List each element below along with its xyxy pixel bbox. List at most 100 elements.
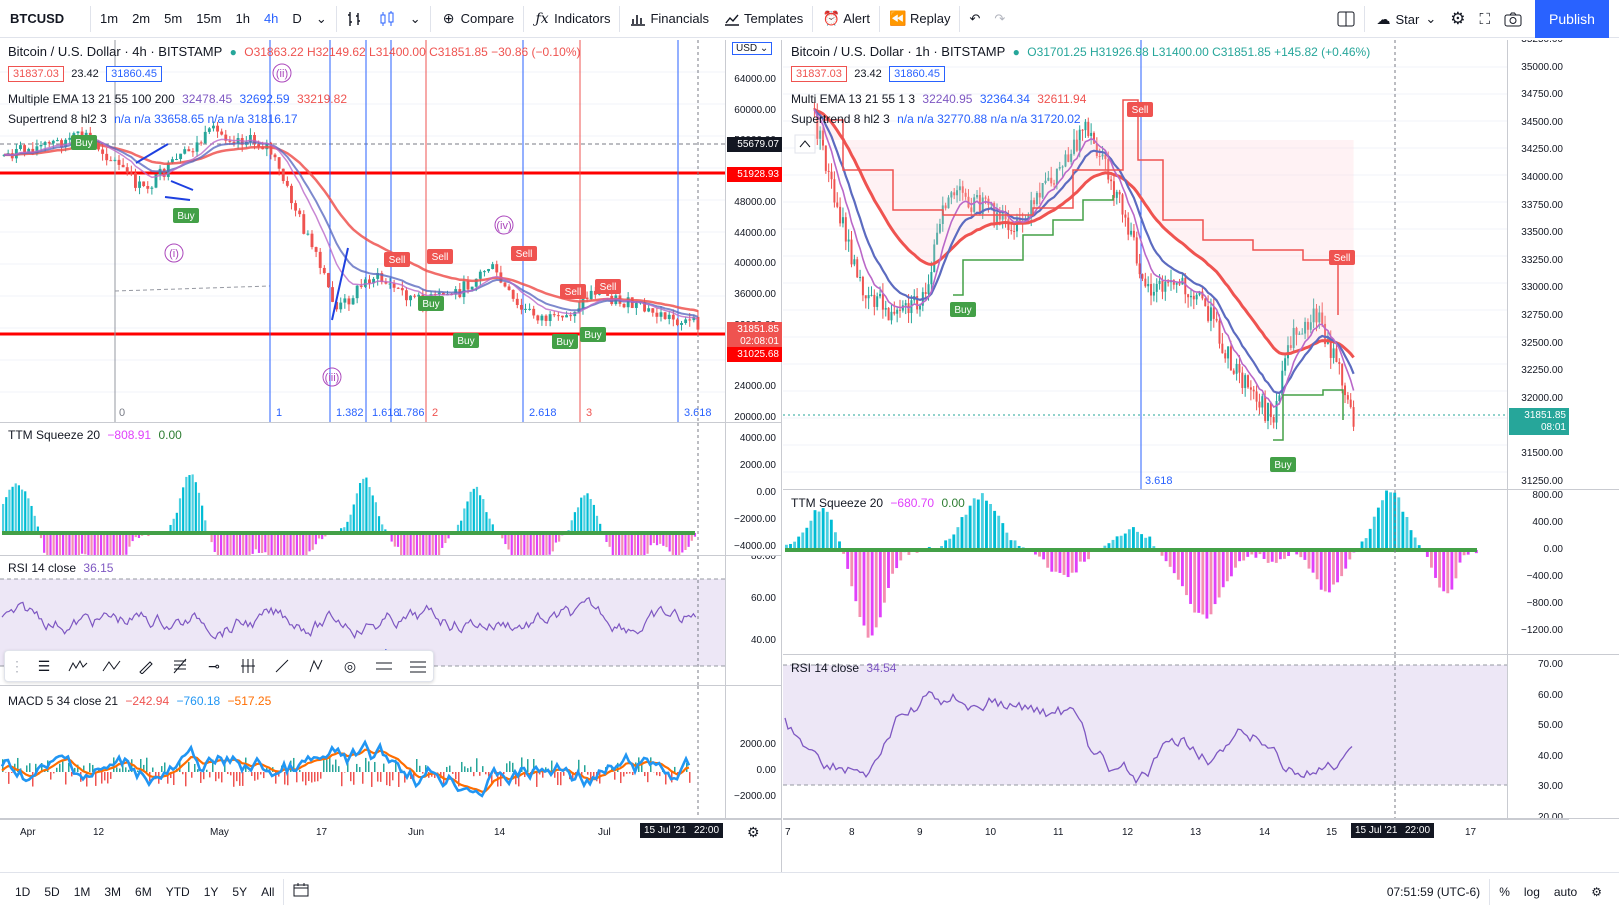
chart-type-dropdown-icon[interactable]: ⌄ xyxy=(409,10,421,26)
compare-button[interactable]: ⊕ Compare xyxy=(433,0,521,38)
supertrend-legend[interactable]: Supertrend 8 hl2 3 n/a n/a 32770.88 n/a … xyxy=(791,112,1085,126)
layout-split-icon[interactable] xyxy=(1330,0,1362,38)
ttm-bar xyxy=(425,533,428,555)
interval-2m[interactable]: 2m xyxy=(132,11,151,26)
right-rsi-axis[interactable]: 70.00 60.00 50.00 40.00 30.00 20.00 xyxy=(1507,655,1569,818)
interval-15m[interactable]: 15m xyxy=(196,11,222,26)
left-chart-4h[interactable]: 0 1 1.382 1.618 1.786 2 2.618 3 3.618 (i) (ii) (iii… xyxy=(0,40,782,872)
range-1Y[interactable]: 1Y xyxy=(203,884,219,899)
trend-line-icon[interactable] xyxy=(271,655,293,677)
range-1M[interactable]: 1M xyxy=(73,884,91,899)
ask-price[interactable]: 31860.45 xyxy=(889,66,945,82)
text-lines-icon[interactable]: ☰ xyxy=(37,657,51,674)
rsi-legend[interactable]: RSI 14 close 36.15 xyxy=(8,561,117,575)
rsi-legend[interactable]: RSI 14 close 34.54 xyxy=(791,661,900,675)
layout-save-button[interactable]: ☁ Star ⌄ xyxy=(1367,0,1443,38)
settings-gear-icon[interactable]: ⚙ xyxy=(1450,9,1466,28)
supertrend-legend[interactable]: Supertrend 8 hl2 3 n/a n/a 33658.65 n/a … xyxy=(8,112,302,126)
macd-hist-bar xyxy=(455,772,457,780)
left-macd-plot[interactable] xyxy=(0,686,725,819)
ttm-bar xyxy=(115,533,118,555)
macd-legend[interactable]: MACD 5 34 close 21 −242.94 −760.18 −517.… xyxy=(8,694,275,708)
range-1D[interactable]: 1D xyxy=(15,884,31,899)
right-ttm-plot[interactable] xyxy=(783,490,1507,655)
fib-spiral-icon[interactable]: ◎ xyxy=(343,657,357,674)
alert-button[interactable]: ⏰ Alert xyxy=(815,0,877,38)
left-time-axis[interactable]: Apr 12 May 17 Jun 14 Jul 15 Jul '21 22:00 ⚙ xyxy=(0,819,782,845)
financials-button[interactable]: Financials xyxy=(622,0,716,38)
range-All[interactable]: All xyxy=(261,884,275,899)
left-ttm-pane[interactable]: 4000.00 2000.00 0.00 −2000.00 −4000.00 TTM S… xyxy=(0,423,782,556)
bar-style-icon[interactable] xyxy=(339,0,371,38)
templates-button[interactable]: Templates xyxy=(716,0,810,38)
left-price-pane[interactable]: 0 1 1.382 1.618 1.786 2 2.618 3 3.618 (i) (ii) (iii… xyxy=(0,40,782,423)
go-to-date-icon[interactable] xyxy=(286,883,316,900)
left-price-axis[interactable]: 64000.0060000.0056000.0052000.0048000.00… xyxy=(725,40,782,422)
percent-toggle[interactable]: % xyxy=(1499,885,1510,899)
undo-icon[interactable]: ↶ xyxy=(969,10,981,26)
candle-style-icon[interactable] xyxy=(371,0,403,38)
publish-button[interactable]: Publish xyxy=(1535,0,1609,38)
interval-1m[interactable]: 1m xyxy=(100,11,119,26)
symbol-search[interactable]: BTCUSD xyxy=(10,11,65,26)
interval-D[interactable]: D xyxy=(292,11,302,26)
right-time-axis[interactable]: 7 8 9 10 11 12 13 14 15 17 15 Jul '21 22:00 xyxy=(783,819,1569,845)
left-ttm-axis[interactable]: 4000.00 2000.00 0.00 −2000.00 −4000.00 xyxy=(725,423,782,555)
indicators-button[interactable]: ƒx Indicators xyxy=(526,0,617,38)
interval-1h[interactable]: 1h xyxy=(235,11,250,26)
horizontal-ray-icon[interactable]: ⊸ xyxy=(208,657,220,674)
right-chart-1h[interactable]: 3.618 Buy Buy Sell Sell 35250.00 35000.00 3475… xyxy=(783,40,1619,872)
log-toggle[interactable]: log xyxy=(1523,885,1540,899)
clock[interactable]: 07:51:59 (UTC-6) xyxy=(1386,885,1481,899)
macd-hist-bar xyxy=(599,772,601,784)
parallel-channel-icon[interactable] xyxy=(373,655,395,677)
left-macd-axis[interactable]: 2000.000.00−2000.00−4000.00−6000.00 xyxy=(725,686,782,818)
left-rsi-axis[interactable]: 80.00 60.00 40.00 xyxy=(725,556,782,685)
right-ttm-pane[interactable]: 800.00 400.00 0.00 −400.00 −800.00 −1200.00 T… xyxy=(783,490,1619,655)
bid-price[interactable]: 31837.03 xyxy=(791,66,847,82)
interval-dropdown-icon[interactable]: ⌄ xyxy=(315,10,327,26)
ttm-bar xyxy=(1319,550,1323,590)
ttm-bar xyxy=(33,515,36,533)
ttm-legend[interactable]: TTM Squeeze 20 −680.70 0.00 xyxy=(791,496,969,510)
chart-properties-icon[interactable]: ⚙ xyxy=(1591,885,1602,899)
range-3M[interactable]: 3M xyxy=(104,884,122,899)
right-price-axis[interactable]: 35250.00 35000.00 34750.00 34500.00 34250.00… xyxy=(1507,40,1569,489)
pattern-icon[interactable] xyxy=(305,655,327,677)
signal-text: Buy xyxy=(422,299,439,310)
ema-legend[interactable]: Multiple EMA 13 21 55 100 200 32478.45 3… xyxy=(8,92,351,106)
ema-legend[interactable]: Multi EMA 13 21 55 1 3 32240.95 32364.34… xyxy=(791,92,1090,106)
currency-selector[interactable]: USD ⌄ xyxy=(732,42,773,55)
camera-icon[interactable] xyxy=(1497,0,1529,38)
right-price-pane[interactable]: 3.618 Buy Buy Sell Sell 35250.00 35000.00 3475… xyxy=(783,40,1619,490)
fullscreen-icon[interactable]: ⛶ xyxy=(1479,10,1490,28)
redo-icon[interactable]: ↷ xyxy=(994,10,1006,26)
left-ttm-plot[interactable] xyxy=(0,423,725,556)
right-ttm-axis[interactable]: 800.00 400.00 0.00 −400.00 −800.00 −1200.00 xyxy=(1507,490,1569,654)
left-macd-pane[interactable]: 2000.000.00−2000.00−4000.00−6000.00 MACD… xyxy=(0,686,782,819)
fib-retracement-icon[interactable] xyxy=(169,655,191,677)
ask-price[interactable]: 31860.45 xyxy=(106,66,162,82)
right-rsi-plot[interactable] xyxy=(783,655,1507,819)
settings-lines-icon[interactable] xyxy=(407,655,429,677)
range-6M[interactable]: 6M xyxy=(135,884,152,899)
range-YTD[interactable]: YTD xyxy=(165,884,190,899)
elliott-wave-icon[interactable] xyxy=(67,655,89,677)
drag-handle-icon[interactable]: ⋮ xyxy=(10,657,24,674)
range-5Y[interactable]: 5Y xyxy=(232,884,248,899)
bid-price[interactable]: 31837.03 xyxy=(8,66,64,82)
brush-icon[interactable] xyxy=(135,655,157,677)
ttm-bar xyxy=(226,533,229,555)
range-5D[interactable]: 5D xyxy=(44,884,60,899)
ttm-legend[interactable]: TTM Squeeze 20 −808.91 0.00 xyxy=(8,428,186,442)
interval-5m[interactable]: 5m xyxy=(164,11,183,26)
replay-button[interactable]: ⏪ Replay xyxy=(882,0,957,38)
ttm-bar xyxy=(349,514,352,533)
right-price-plot[interactable]: 3.618 Buy Buy Sell Sell xyxy=(783,40,1507,490)
abc-pattern-icon[interactable] xyxy=(101,655,123,677)
right-rsi-pane[interactable]: 70.00 60.00 50.00 40.00 30.00 20.00 RSI 14 cl… xyxy=(783,655,1619,819)
auto-toggle[interactable]: auto xyxy=(1553,885,1578,899)
interval-4h[interactable]: 4h xyxy=(263,11,279,26)
vertical-lines-icon[interactable] xyxy=(237,655,259,677)
